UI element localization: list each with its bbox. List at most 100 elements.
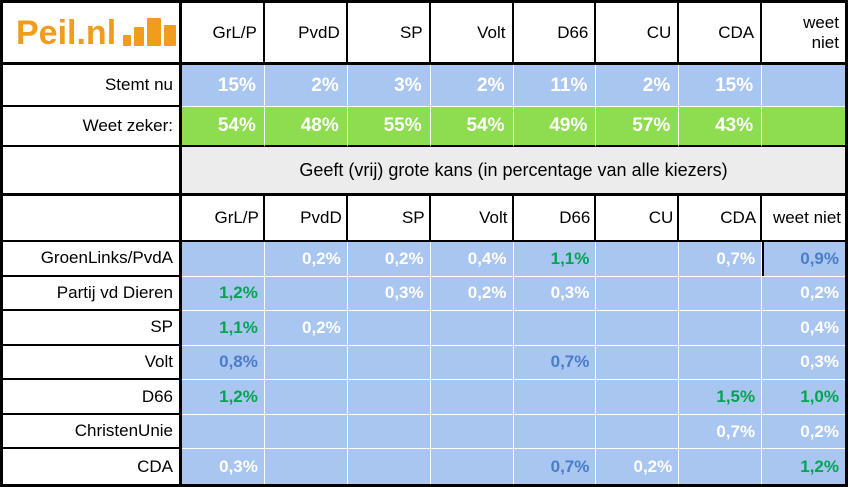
row-label-christenunie: ChristenUnie — [3, 414, 182, 450]
matrix-cell: 0,7% — [679, 242, 763, 277]
matrix-cell: 0,3% — [347, 276, 431, 312]
matrix-cell: 0,9% — [762, 242, 845, 277]
matrix-cell — [430, 345, 514, 381]
matrix-cell — [264, 414, 348, 450]
row-label-d66: D66 — [3, 380, 182, 415]
matrix-cell: 1,2% — [762, 449, 845, 484]
matrix-cell — [513, 311, 597, 346]
top-cell: 43% — [679, 107, 763, 147]
matrix-cell — [347, 311, 431, 346]
matrix-cell: 1,5% — [679, 380, 763, 415]
matrix-cell: 0,2% — [264, 242, 348, 277]
row-label-stemt-nu: Stemt nu — [3, 65, 182, 107]
col-header-d66: D66 — [513, 3, 597, 65]
matrix-cell: 0,3% — [182, 449, 265, 484]
col-header-weet-niet: weet niet — [762, 3, 845, 65]
col-header2-d66: D66 — [513, 196, 597, 242]
col-header-cda: CDA — [679, 3, 763, 65]
top-cell: 49% — [513, 107, 597, 147]
top-cell — [762, 65, 845, 107]
matrix-cell: 0,7% — [513, 345, 597, 381]
top-cell: 54% — [182, 107, 265, 147]
col-header2-grlp: GrL/P — [182, 196, 265, 242]
matrix-cell — [430, 449, 514, 484]
matrix-cell — [347, 414, 431, 450]
matrix-cell: 1,2% — [182, 276, 265, 312]
matrix-cell: 0,3% — [513, 276, 597, 312]
matrix-cell: 0,3% — [762, 345, 845, 381]
matrix-cell: 0,4% — [762, 311, 845, 346]
matrix-cell — [596, 345, 680, 381]
matrix-cell — [264, 345, 348, 381]
matrix-cell: 1,2% — [182, 380, 265, 415]
matrix-cell: 0,2% — [264, 311, 348, 346]
top-cell: 55% — [347, 107, 431, 147]
matrix-cell — [264, 276, 348, 312]
top-cell — [762, 107, 845, 147]
top-cell: 2% — [596, 65, 680, 107]
matrix-cell — [596, 311, 680, 346]
matrix-cell — [347, 380, 431, 415]
matrix-cell — [596, 414, 680, 450]
matrix-cell — [679, 311, 763, 346]
spacer-cell — [3, 147, 182, 196]
matrix-cell — [264, 380, 348, 415]
matrix-cell — [679, 449, 763, 484]
matrix-cell: 1,1% — [513, 242, 597, 277]
matrix-cell — [679, 276, 763, 312]
matrix-cell: 0,2% — [596, 449, 680, 484]
matrix-cell — [596, 276, 680, 312]
logo-text: Peil.nl — [16, 13, 117, 52]
spacer-cell — [3, 196, 182, 242]
matrix-cell: 0,2% — [430, 276, 514, 312]
row-label-partij-vd-dieren: Partij vd Dieren — [3, 276, 182, 312]
top-cell: 48% — [264, 107, 348, 147]
col-header2-pvdd: PvdD — [264, 196, 348, 242]
matrix-cell — [596, 242, 680, 277]
col-header-weet-niet-label: weet niet — [803, 13, 839, 52]
bar-chart-icon — [123, 18, 177, 46]
col-header2-cda: CDA — [679, 196, 763, 242]
matrix-cell — [513, 380, 597, 415]
logo: Peil.nl — [3, 3, 182, 65]
matrix-cell — [182, 414, 265, 450]
col-header-volt: Volt — [430, 3, 514, 65]
matrix-cell: 1,1% — [182, 311, 265, 346]
row-label-groenlinks-pvda: GroenLinks/PvdA — [3, 242, 182, 277]
matrix-cell — [430, 311, 514, 346]
top-cell: 2% — [430, 65, 514, 107]
col-header2-volt: Volt — [430, 196, 514, 242]
col-header2-weet-niet: weet niet — [762, 196, 845, 242]
col-header-sp: SP — [347, 3, 431, 65]
matrix-cell — [513, 414, 597, 450]
matrix-cell: 0,7% — [513, 449, 597, 484]
top-cell: 2% — [264, 65, 348, 107]
col-header-pvdd: PvdD — [264, 3, 348, 65]
row-label-cda: CDA — [3, 449, 182, 484]
matrix-cell — [430, 414, 514, 450]
top-cell: 57% — [596, 107, 680, 147]
matrix-cell: 0,2% — [762, 414, 845, 450]
top-cell: 15% — [182, 65, 265, 107]
matrix-cell: 0,2% — [347, 242, 431, 277]
col-header2-sp: SP — [347, 196, 431, 242]
matrix-cell: 0,7% — [679, 414, 763, 450]
col-header2-cu: CU — [596, 196, 680, 242]
matrix-cell: 1,0% — [762, 380, 845, 415]
matrix-cell: 0,8% — [182, 345, 265, 381]
row-label-volt: Volt — [3, 345, 182, 381]
matrix-cell — [347, 345, 431, 381]
top-cell: 54% — [430, 107, 514, 147]
matrix-cell — [347, 449, 431, 484]
matrix-cell — [182, 242, 265, 277]
matrix-cell: 0,2% — [762, 276, 845, 312]
col-header-cu: CU — [596, 3, 680, 65]
matrix-cell: 0,4% — [430, 242, 514, 277]
matrix-cell — [430, 380, 514, 415]
matrix-cell — [264, 449, 348, 484]
matrix-cell — [679, 345, 763, 381]
top-cell: 11% — [513, 65, 597, 107]
matrix-cell — [596, 380, 680, 415]
row-label-sp: SP — [3, 311, 182, 346]
